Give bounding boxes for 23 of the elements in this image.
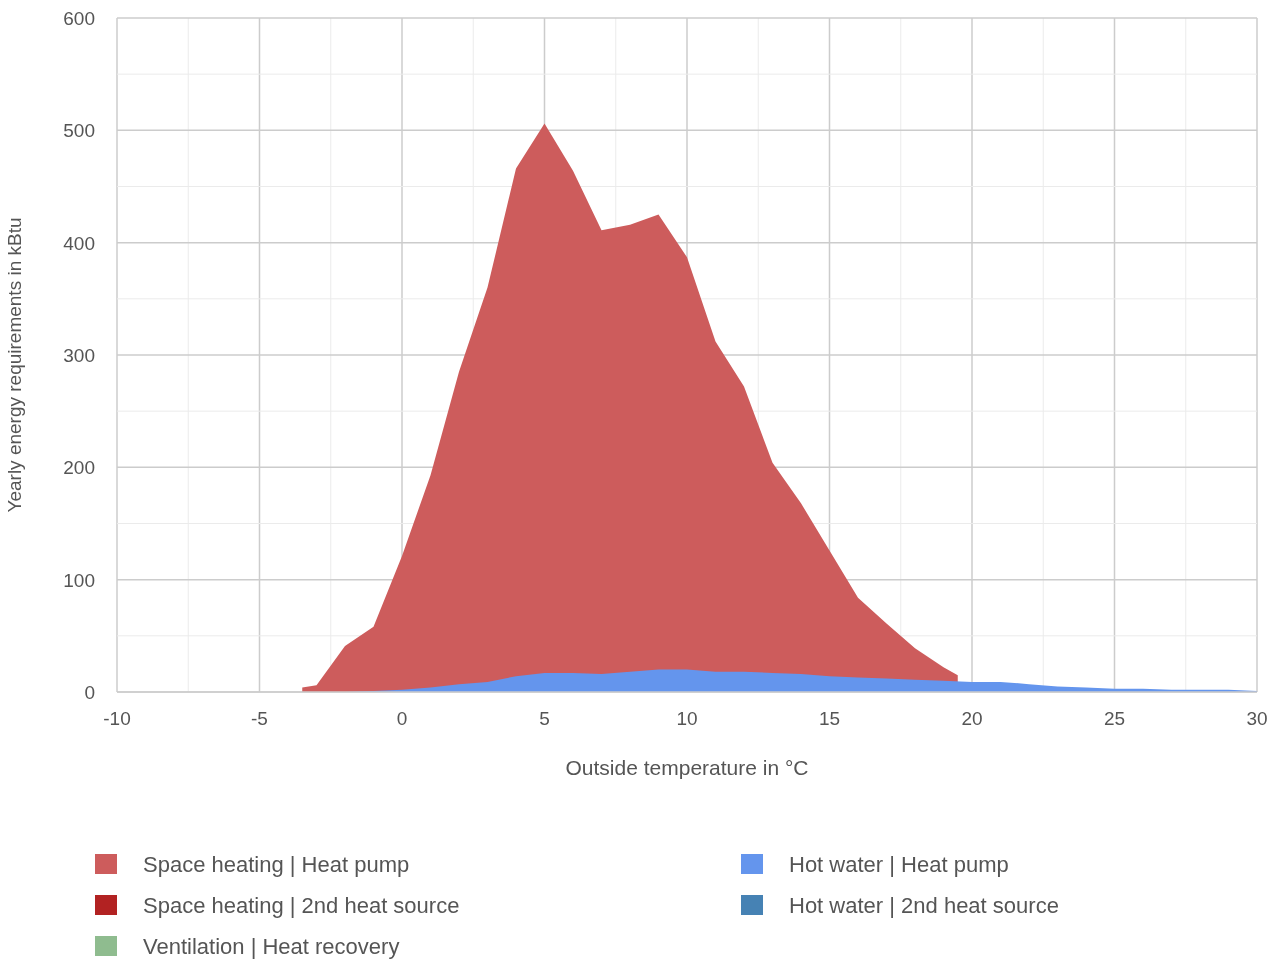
legend-label: Hot water | Heat pump [789,852,1009,877]
y-tick-label: 100 [63,569,95,591]
y-tick-label: 200 [63,457,95,479]
x-tick-label: 15 [818,708,841,729]
x-tick-label: 30 [1246,708,1268,729]
x-tick-label: -10 [103,708,131,729]
x-tick-label: -5 [251,708,268,729]
x-tick-label: 0 [396,708,408,729]
y-tick-label: 400 [63,232,95,254]
legend-label: Hot water | 2nd heat source [789,893,1059,918]
x-tick-label: 10 [676,708,698,729]
y-tick-label: 500 [63,120,95,142]
y-tick-label: 300 [63,345,95,366]
legend-label: Ventilation | Heat recovery [143,934,400,959]
x-tick-label: 25 [1103,708,1126,729]
y-tick-label: 0 [84,682,95,703]
x-axis-title: Outside temperature in °C [565,756,809,779]
legend-label: Space heating | 2nd heat source [143,893,460,918]
legend-label: Space heating | Heat pump [143,852,410,877]
y-axis-title: Yearly energy requirements in kBtu [4,217,25,513]
x-tick-label: 20 [961,708,983,729]
y-tick-label: 600 [63,8,95,29]
x-tick-label: 5 [539,708,550,729]
